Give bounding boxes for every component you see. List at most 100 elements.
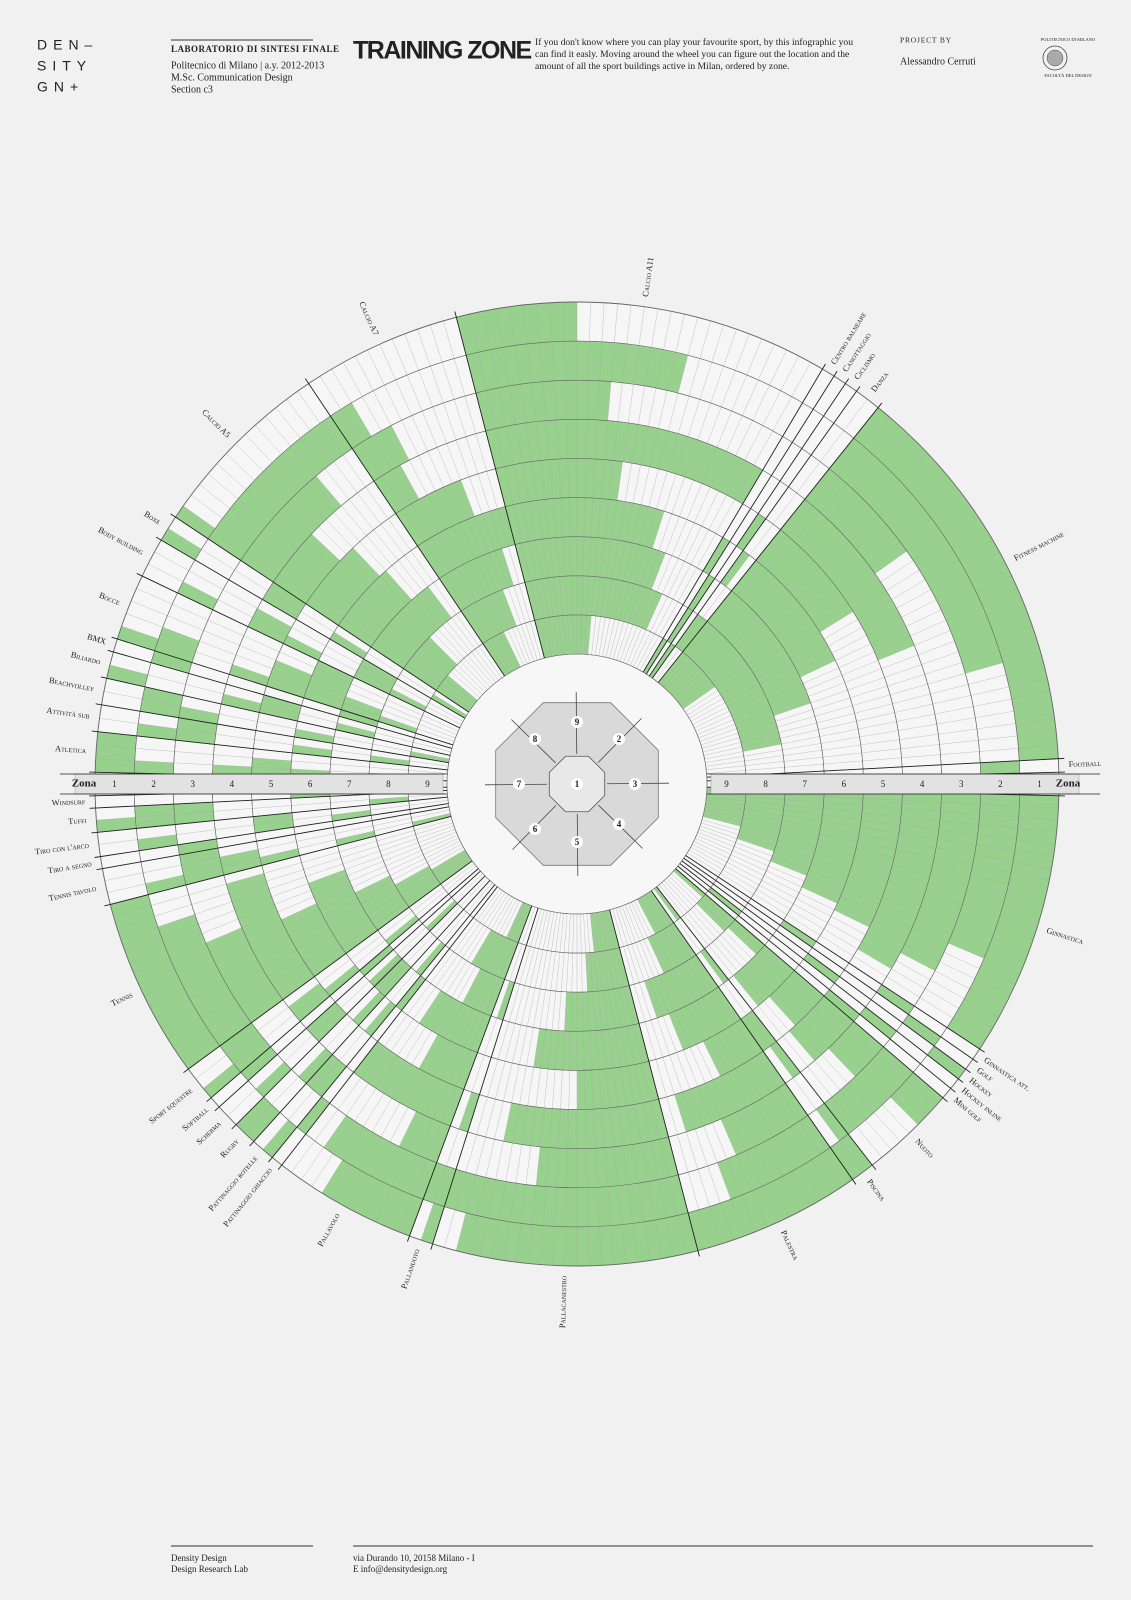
seal-circle: [1042, 45, 1068, 71]
sector-separator: [677, 865, 956, 1093]
zone-count: [248, 608, 292, 644]
cell-divider: [444, 908, 687, 1266]
zone-count: [780, 919, 817, 948]
zone-count: [339, 709, 379, 727]
zone-count: [175, 505, 216, 539]
zone-count: [266, 660, 313, 698]
sector-separator: [652, 386, 861, 679]
course-line: Section c3: [171, 84, 213, 95]
sector-separator: [155, 536, 466, 719]
zone-count: [255, 1062, 292, 1098]
zone-count: [281, 903, 347, 977]
zone-number: 1: [1037, 779, 1042, 789]
sector-separator: [231, 875, 486, 1130]
footer-line: E info@densitydesign.org: [353, 1564, 448, 1574]
cell-divider: [319, 320, 542, 675]
zone-count: [259, 848, 300, 866]
sector-separator: [609, 909, 700, 1257]
zone-label: Zona: [1056, 778, 1081, 790]
zone-count: [335, 722, 376, 739]
zone-count: [673, 868, 706, 898]
sector-separator: [111, 636, 454, 746]
zone-count: [770, 789, 825, 876]
cell-divider: [262, 882, 493, 1150]
zone-count: [324, 964, 360, 996]
zone-count: [134, 804, 176, 829]
zone-count: [205, 927, 283, 1023]
zone-count: [700, 948, 729, 984]
map-zone-number: 2: [617, 734, 622, 744]
zone-count: [431, 849, 473, 885]
course-line: M.Sc. Communication Design: [171, 72, 293, 83]
zone-count: [495, 458, 623, 507]
zone-count: [733, 945, 795, 1006]
zone-count: [373, 465, 420, 514]
sport-label: Tennis tavolo: [48, 883, 98, 903]
sport-label: Fitness machine: [1012, 529, 1066, 563]
ring: [446, 653, 708, 915]
zone-number: 3: [959, 779, 964, 789]
cell-divider: [469, 302, 811, 671]
seal-core: [1046, 49, 1064, 67]
sector-separator: [406, 905, 533, 1242]
zone-count: [173, 802, 215, 825]
sport-label: Tennis: [109, 989, 134, 1008]
zone-number: 4: [230, 779, 235, 789]
sector-separator: [675, 868, 948, 1103]
sport-label: Bocce: [98, 590, 122, 607]
sector-separator: [91, 730, 448, 771]
zone-count: [496, 981, 515, 1020]
cell-divider: [244, 878, 488, 1134]
map-zone-number: 3: [633, 779, 638, 789]
sector-separator: [650, 890, 857, 1185]
cell-divider: [655, 399, 868, 681]
sport-label: Atletica: [55, 743, 87, 755]
wheel: Atletica Attività sub Beachvolley Biliardo B…: [34, 256, 1102, 1328]
zone-count: [505, 497, 665, 549]
map-number-bg: [513, 778, 525, 790]
sector-separator: [170, 513, 469, 713]
map-number-bg: [571, 716, 583, 728]
sector-separator: [277, 886, 498, 1171]
zone-count: [136, 723, 177, 741]
cell-divider: [113, 819, 471, 1060]
map-number-bg: [571, 836, 583, 848]
footer-line: Design Research Lab: [171, 1564, 248, 1574]
zone-count: [890, 1072, 943, 1125]
cell-divider: [660, 416, 1058, 774]
cell-divider: [195, 863, 477, 1089]
zone-count: [226, 873, 315, 1000]
zone-count: [736, 513, 766, 551]
cell-divider: [121, 588, 459, 742]
zone-count: [419, 990, 492, 1053]
zone-count: [585, 947, 630, 992]
logo-line: DEN–: [37, 37, 98, 53]
zone-count: [369, 954, 403, 987]
sport-label: Boxe: [142, 509, 163, 527]
zone-count: [458, 1092, 480, 1132]
map-number-bg: [529, 733, 541, 745]
zone-count: [203, 1063, 241, 1098]
zone-count: [900, 792, 981, 971]
zone-count: [769, 1041, 801, 1078]
zone-number: 1: [112, 779, 117, 789]
sector-separator: [107, 649, 453, 749]
map-zone-number: 5: [575, 837, 580, 847]
zone-count: [653, 886, 681, 921]
zone-count: [137, 834, 178, 851]
seal-top: POLITECNICO DI MILANO: [1041, 37, 1096, 42]
zone-number: 4: [920, 779, 925, 789]
zone-count: [371, 586, 452, 669]
cell-divider: [98, 800, 449, 845]
zone-count: [946, 794, 1059, 1050]
zone-count: [331, 810, 372, 822]
footer-line: via Durando 10, 20158 Milano - I: [353, 1553, 475, 1563]
sector-separator: [656, 886, 877, 1171]
zone-count: [410, 751, 450, 763]
zone-count: [948, 793, 1020, 959]
zone-count: [145, 874, 187, 895]
zone-count: [352, 991, 385, 1026]
map-number-bg: [571, 778, 583, 790]
zone-count: [439, 548, 514, 612]
